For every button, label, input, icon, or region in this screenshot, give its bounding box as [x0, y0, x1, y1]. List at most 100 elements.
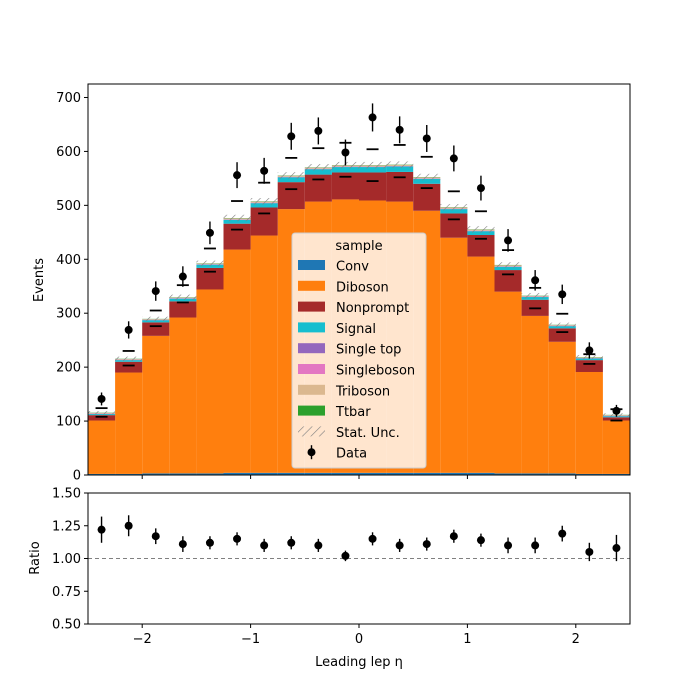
y-tick-label: 0 [73, 469, 81, 484]
stack-bar [88, 415, 116, 421]
legend-title: sample [335, 239, 382, 254]
stack-bar [223, 472, 251, 475]
stack-bar [359, 472, 387, 475]
ratio-y-tick-label: 0.50 [52, 618, 81, 633]
ratio-point [395, 541, 404, 550]
ratio-y-axis-label: Ratio [28, 541, 43, 574]
stack-bar [413, 472, 441, 475]
ratio-point [314, 541, 323, 550]
stack-bar [250, 207, 278, 236]
ratio-y-tick-label: 1.00 [52, 552, 81, 567]
legend-label: Diboson [336, 280, 389, 295]
data-point [341, 148, 350, 157]
stack-bar [223, 249, 251, 473]
stat-unc-bar [196, 260, 224, 267]
stack-bar [440, 213, 468, 238]
stat-unc-bar [359, 161, 387, 169]
legend-label: Ttbar [335, 405, 371, 420]
stack-bar [467, 235, 495, 257]
stack-bar [115, 372, 143, 474]
stat-unc-bar [169, 294, 197, 300]
y-tick-label: 500 [56, 199, 81, 214]
x-tick-label: 0 [355, 632, 363, 647]
stack-bar [88, 420, 116, 474]
data-point [314, 126, 323, 135]
stack-bar [196, 267, 224, 290]
ratio-y-axis: 0.50 0.75 1.00 1.25 1.50 [52, 487, 88, 633]
legend-swatch [298, 364, 325, 374]
stack-bar [359, 172, 387, 201]
data-point [612, 406, 621, 415]
stack-bar [277, 182, 305, 210]
stack-bar [494, 291, 522, 474]
legend-swatch [298, 280, 325, 291]
legend-label: Single top [336, 343, 401, 358]
ratio-point [368, 534, 377, 543]
legend-label: Stat. Unc. [336, 426, 400, 441]
legend-swatch [298, 405, 325, 416]
stack-bar [142, 320, 170, 323]
data-point [395, 125, 404, 134]
ratio-point [531, 541, 540, 550]
stack-bar [88, 414, 116, 416]
data-point [151, 287, 160, 296]
stack-bar [521, 315, 549, 474]
legend-swatch [298, 343, 325, 354]
stack-bar [115, 473, 143, 475]
stack-bar [548, 326, 576, 329]
data-point [233, 171, 242, 180]
legend: sample Conv Diboson Nonprompt Signal Single t… [291, 232, 427, 469]
stack-bar [304, 472, 332, 475]
ratio-point [260, 541, 269, 550]
stack-bar [548, 328, 576, 342]
data-point [449, 154, 458, 163]
stat-unc-bar [413, 173, 441, 181]
ratio-plot-background [88, 493, 630, 624]
stack-bar [169, 473, 197, 475]
stack-bar [548, 341, 576, 474]
stack-bar [575, 371, 603, 474]
stack-bar [331, 167, 359, 173]
stat-unc-bar [142, 316, 170, 322]
stack-bar [250, 203, 278, 208]
x-tick-label: 2 [572, 632, 580, 647]
ratio-point [124, 521, 133, 530]
legend-swatch [298, 260, 325, 270]
ratio-point [476, 536, 485, 545]
stack-bar [602, 417, 630, 421]
stack-bar [88, 473, 116, 475]
ratio-y-tick-label: 0.75 [52, 585, 81, 600]
y-tick-label: 300 [56, 307, 81, 322]
data-point [178, 272, 187, 281]
stack-bar [142, 473, 170, 475]
ratio-point [341, 551, 350, 560]
stack-bar [467, 472, 495, 475]
stack-bar [602, 420, 630, 474]
stack-bar [223, 223, 251, 250]
ratio-x-axis: −2 −1 0 1 2 [133, 624, 580, 647]
data-point [585, 346, 594, 355]
stack-bar [169, 301, 197, 318]
stack-bar [277, 177, 305, 183]
stack-bar [440, 209, 468, 214]
legend-data-marker [307, 448, 316, 457]
data-point [531, 276, 540, 285]
main-x-axis [141, 475, 577, 479]
data-point [558, 290, 567, 299]
ratio-point [449, 532, 458, 541]
stack-bar [196, 289, 224, 474]
stack-bar [304, 169, 332, 175]
stat-unc-bar [304, 164, 332, 171]
stat-unc-bar [386, 161, 414, 168]
ratio-point [97, 525, 106, 534]
data-point [476, 184, 485, 193]
stack-bar [494, 270, 522, 292]
stack-bar [521, 473, 549, 475]
stack-bar [250, 235, 278, 473]
stack-bar [142, 335, 170, 474]
x-tick-label: −1 [241, 632, 260, 647]
y-tick-label: 200 [56, 361, 81, 376]
data-point [422, 134, 431, 143]
stack-bar [467, 256, 495, 473]
